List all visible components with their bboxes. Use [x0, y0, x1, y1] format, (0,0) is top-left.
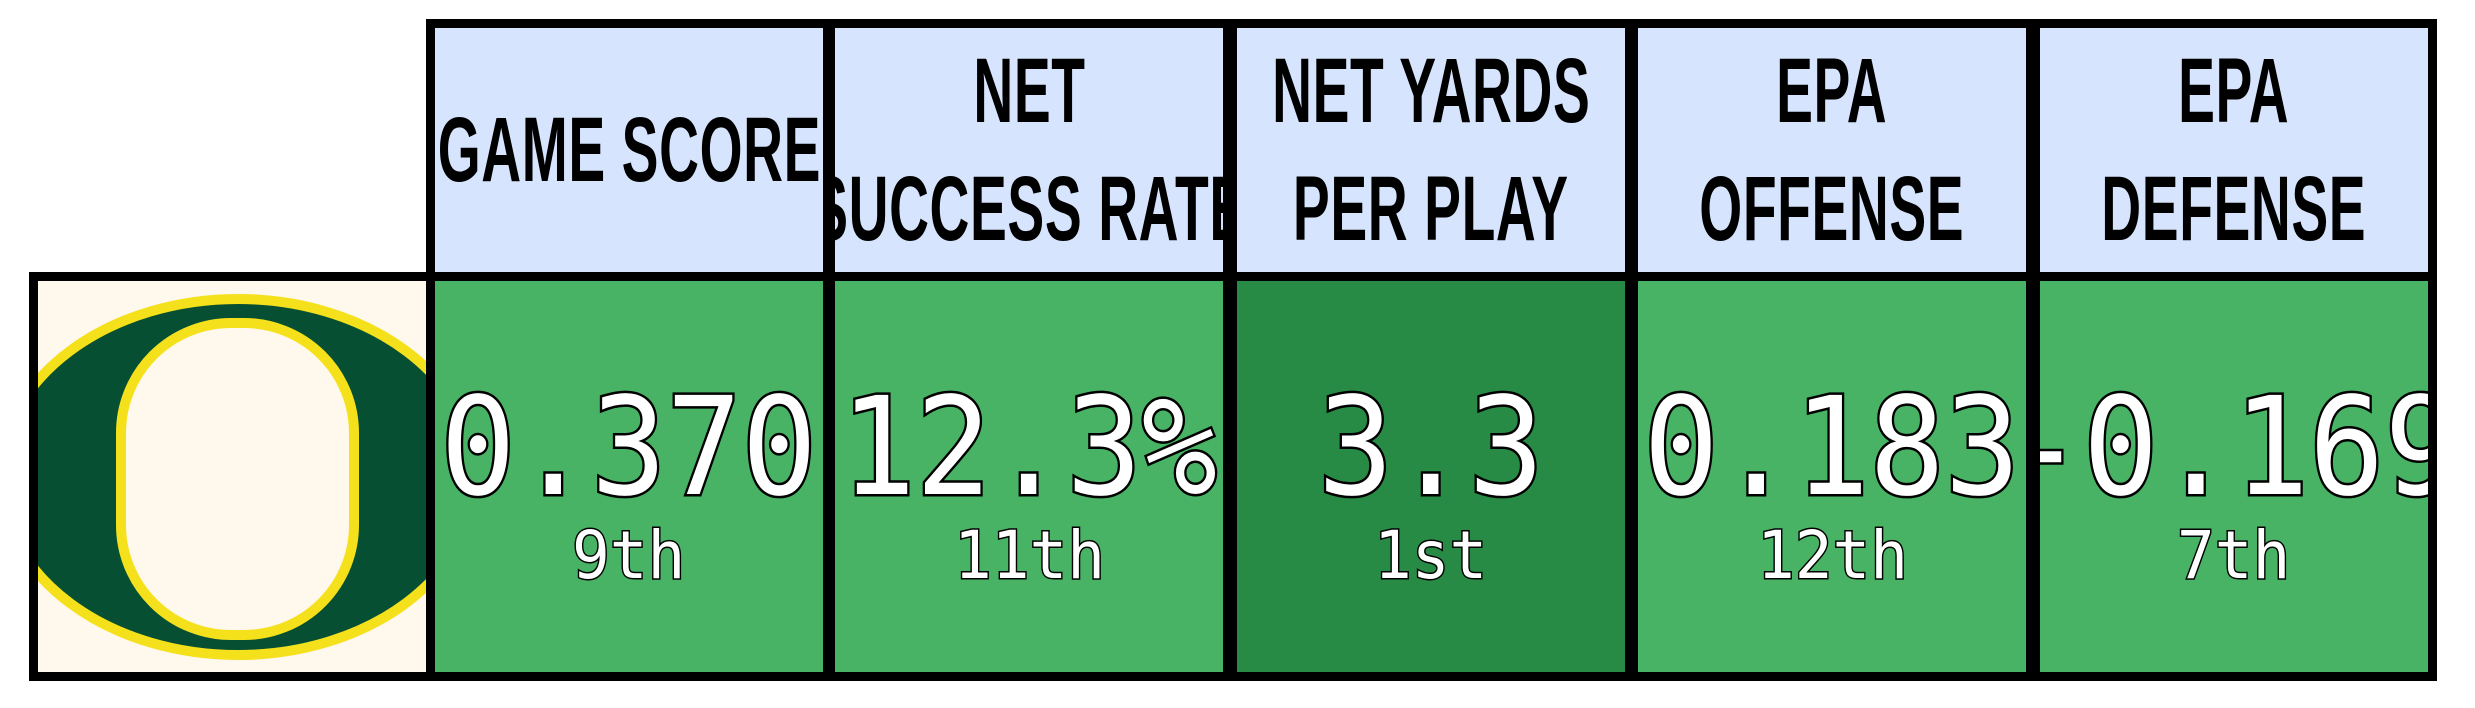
- stat-cell-epa-defense: -0.169 7th: [2031, 272, 2437, 681]
- stat-column-game-score: GAME SCORE 0.370 9th: [426, 19, 832, 681]
- stat-header-line: GAME SCORE: [437, 99, 821, 201]
- stat-header-game-score: GAME SCORE: [426, 19, 832, 281]
- stat-cell-net-success-rate: 12.3% 11th: [826, 272, 1232, 681]
- stat-value: 0.370: [438, 369, 819, 527]
- stat-column-net-yards-per-play: NET YARDS PER PLAY 3.3 1st: [1228, 19, 1634, 681]
- stat-cell-game-score: 0.370 9th: [426, 272, 832, 681]
- stat-rank: 7th: [2176, 517, 2292, 594]
- stat-value: 3.3: [1316, 369, 1547, 527]
- oregon-o-logo-icon: [38, 294, 426, 660]
- team-logo: [29, 272, 435, 681]
- stat-column-epa-offense: EPA OFFENSE 0.183 12th: [1629, 19, 2035, 681]
- stat-column-epa-defense: EPA DEFENSE -0.169 7th: [2031, 19, 2437, 681]
- stat-column-net-success-rate: NET SUCCESS RATE 12.3% 11th: [826, 19, 1232, 681]
- stat-header-epa-defense: EPA DEFENSE: [2031, 19, 2437, 281]
- stat-header-net-success-rate: NET SUCCESS RATE: [826, 19, 1232, 281]
- stat-rank: 12th: [1755, 517, 1909, 594]
- stat-header-net-yards-per-play: NET YARDS PER PLAY: [1228, 19, 1634, 281]
- stat-rank: 1st: [1373, 517, 1489, 594]
- stat-value: -0.169: [2040, 369, 2428, 527]
- stat-header-line: DEFENSE: [2101, 158, 2367, 260]
- stat-rank: 9th: [571, 517, 687, 594]
- stat-header-line: EPA: [1776, 40, 1888, 142]
- stat-header-line: EPA: [2178, 40, 2290, 142]
- stat-header-epa-offense: EPA OFFENSE: [1629, 19, 2035, 281]
- stat-value: 12.3%: [838, 369, 1219, 527]
- stat-header-line: OFFENSE: [1699, 158, 1965, 260]
- stat-header-line: PER PLAY: [1293, 158, 1569, 260]
- stat-header-line: NET YARDS: [1271, 40, 1591, 142]
- logo-inner-counter: [116, 318, 359, 640]
- stat-cell-epa-offense: 0.183 12th: [1629, 272, 2035, 681]
- stat-value: 0.183: [1641, 369, 2022, 527]
- stat-header-line: NET: [972, 40, 1086, 142]
- stat-header-line: SUCCESS RATE: [826, 158, 1232, 260]
- stat-cell-net-yards-per-play: 3.3 1st: [1228, 272, 1634, 681]
- stat-rank: 11th: [952, 517, 1106, 594]
